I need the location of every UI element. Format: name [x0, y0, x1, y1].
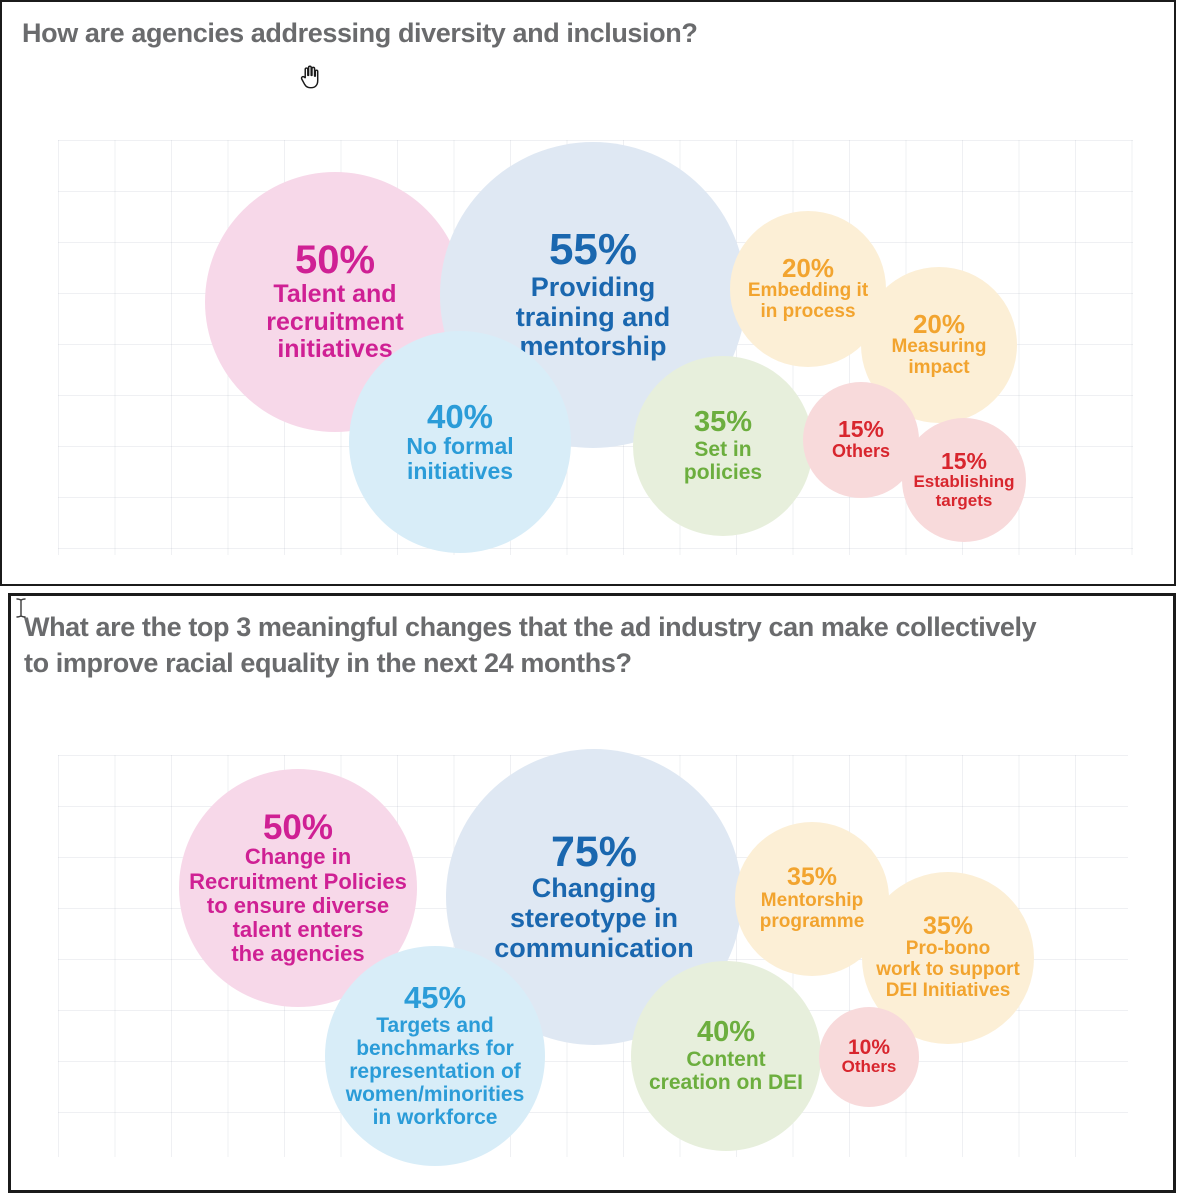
bubble-label: Pro-bono work to support DEI Initiatives: [876, 938, 1020, 1002]
chart2-title: What are the top 3 meaningful changes th…: [24, 612, 1037, 678]
chart1-panel[interactable]: [0, 0, 1176, 586]
bubble-others-chart1: 15% Others: [803, 382, 919, 498]
bubble-percent: 35%: [693, 406, 753, 439]
text-cursor-icon: [16, 598, 26, 618]
bubble-percent: 75%: [550, 827, 638, 876]
bubble-label: Measuring impact: [891, 336, 987, 379]
hand-cursor-icon: [300, 65, 319, 89]
bubble-label: Change in Recruitment Policies to ensure…: [189, 844, 407, 967]
chart1-title: How are agencies addressing diversity an…: [22, 18, 698, 48]
bubble-percent: 20%: [912, 308, 966, 339]
bubble-label: Establishing targets: [913, 472, 1015, 510]
bubble-label: Talent and recruitment initiatives: [266, 280, 404, 364]
bubble-label: Others: [831, 440, 891, 461]
bubble-label: Set in policies: [683, 437, 763, 484]
bubble-establishing-targets: 15% Establishing targets: [902, 418, 1026, 542]
bubble-content-creation: 40% Content creation on DEI: [631, 961, 821, 1151]
bubble-percent: 15%: [940, 447, 988, 474]
bubble-embedding-process: 20% Embedding it in process: [730, 211, 886, 367]
bubble-label: Targets and benchmarks for representatio…: [345, 1014, 525, 1130]
bubble-percent: 45%: [403, 980, 467, 1016]
bubble-percent: 50%: [294, 238, 376, 283]
bubble-targets-benchmarks: 45% Targets and benchmarks for represent…: [325, 946, 545, 1166]
bubble-percent: 35%: [786, 863, 838, 892]
bubble-label: Mentorship programme: [759, 889, 865, 932]
chart2-panel[interactable]: [8, 593, 1176, 1193]
bubble-label: Content creation on DEI: [648, 1047, 804, 1094]
bubble-percent: 35%: [922, 911, 974, 940]
bubble-label: No formal initiatives: [406, 432, 514, 484]
bubble-percent: 10%: [847, 1035, 891, 1059]
bubble-percent: 40%: [696, 1016, 756, 1049]
bubble-set-in-policies: 35% Set in policies: [633, 356, 813, 536]
bubble-talent-initiatives: 50% Talent and recruitment initiatives: [205, 172, 465, 432]
bubble-no-formal-initiatives: 40% No formal initiatives: [349, 331, 571, 553]
bubble-percent: 15%: [837, 416, 885, 443]
bubble-percent: 40%: [426, 397, 494, 435]
bubble-percent: 50%: [262, 807, 334, 847]
bubble-label: Changing stereotype in communication: [494, 873, 694, 963]
bubble-label: Others: [841, 1057, 897, 1077]
bubble-label: Providing training and mentorship: [515, 271, 671, 362]
bubble-percent: 20%: [781, 252, 835, 283]
bubble-mentorship-programme: 35% Mentorship programme: [735, 822, 889, 976]
bubble-percent: 55%: [548, 225, 638, 275]
bubble-others-chart2: 10% Others: [819, 1007, 919, 1107]
bubble-label: Embedding it in process: [747, 280, 869, 323]
bubble-probono-dei: 35% Pro-bono work to support DEI Initiat…: [862, 872, 1034, 1044]
